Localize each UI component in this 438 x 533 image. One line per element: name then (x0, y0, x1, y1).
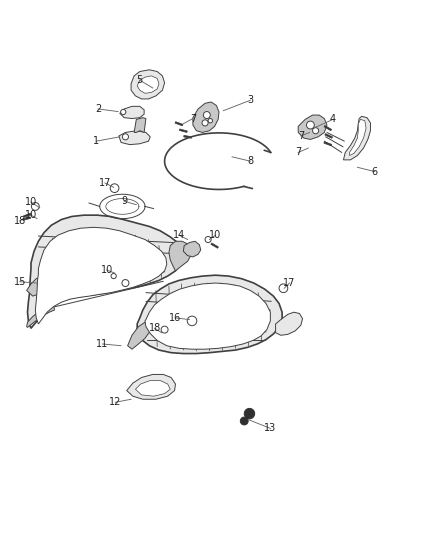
Circle shape (187, 316, 197, 326)
Circle shape (240, 417, 248, 425)
Text: 10: 10 (101, 265, 113, 275)
Polygon shape (211, 243, 219, 248)
Circle shape (122, 279, 129, 287)
Text: 3: 3 (247, 95, 254, 105)
Polygon shape (175, 122, 183, 126)
Text: 5: 5 (137, 75, 143, 85)
Polygon shape (298, 115, 327, 140)
Polygon shape (127, 375, 176, 399)
Polygon shape (28, 215, 184, 328)
Text: 9: 9 (121, 196, 127, 206)
Text: 2: 2 (95, 104, 101, 114)
Polygon shape (324, 125, 332, 131)
Polygon shape (137, 76, 159, 93)
Polygon shape (116, 286, 124, 290)
Text: 7: 7 (190, 114, 196, 124)
Polygon shape (27, 276, 50, 296)
Polygon shape (184, 135, 192, 138)
Polygon shape (134, 118, 146, 133)
Circle shape (111, 273, 116, 279)
Circle shape (122, 134, 128, 140)
Text: 13: 13 (264, 423, 276, 433)
Polygon shape (193, 102, 219, 133)
Text: 15: 15 (14, 277, 26, 287)
Circle shape (307, 121, 314, 129)
Polygon shape (184, 241, 201, 257)
Circle shape (203, 111, 210, 118)
Polygon shape (120, 107, 144, 118)
Circle shape (313, 128, 319, 134)
Polygon shape (131, 70, 165, 99)
Circle shape (205, 237, 211, 243)
Text: 8: 8 (247, 156, 254, 166)
Polygon shape (179, 129, 187, 133)
Polygon shape (135, 381, 170, 396)
Polygon shape (119, 131, 150, 144)
Text: 7: 7 (298, 131, 304, 141)
Circle shape (120, 109, 126, 115)
Polygon shape (324, 142, 332, 146)
Polygon shape (127, 322, 150, 349)
Polygon shape (23, 217, 31, 221)
Polygon shape (104, 270, 112, 273)
Text: 11: 11 (96, 339, 109, 349)
Polygon shape (27, 305, 54, 327)
Polygon shape (169, 241, 191, 271)
Circle shape (244, 408, 254, 419)
Text: 18: 18 (14, 216, 26, 226)
Circle shape (202, 120, 208, 126)
Text: 1: 1 (93, 136, 99, 146)
Polygon shape (343, 116, 371, 160)
Polygon shape (325, 134, 332, 138)
Text: 16: 16 (170, 313, 182, 323)
Text: 4: 4 (330, 115, 336, 124)
Polygon shape (155, 333, 163, 335)
Polygon shape (137, 275, 282, 353)
Text: 10: 10 (25, 210, 37, 220)
Polygon shape (35, 228, 167, 324)
Circle shape (279, 284, 288, 293)
Text: 10: 10 (209, 230, 222, 240)
Circle shape (161, 326, 168, 333)
Text: 17: 17 (99, 178, 111, 188)
Polygon shape (350, 119, 366, 156)
Circle shape (208, 118, 212, 123)
Polygon shape (24, 213, 32, 217)
Polygon shape (276, 312, 303, 335)
Circle shape (110, 184, 119, 192)
Text: 14: 14 (173, 230, 185, 240)
Text: 12: 12 (109, 397, 122, 407)
Text: 17: 17 (283, 278, 296, 288)
Text: 18: 18 (148, 324, 161, 333)
Polygon shape (145, 283, 270, 349)
Text: 7: 7 (295, 148, 301, 157)
Circle shape (32, 203, 39, 211)
Text: 10: 10 (25, 197, 37, 207)
Text: 6: 6 (372, 167, 378, 176)
